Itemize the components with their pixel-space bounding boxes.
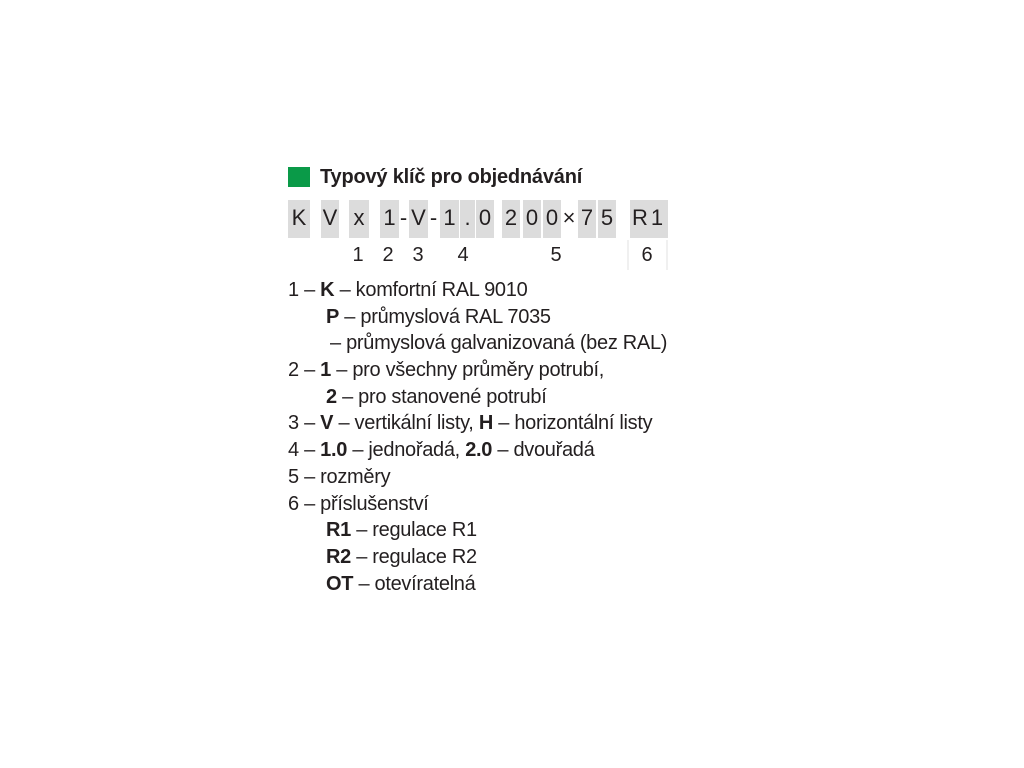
legend-code: OT	[326, 572, 354, 595]
code-char: 1	[380, 200, 399, 238]
legend-text: 6 – příslušenství	[288, 492, 429, 515]
legend-text: – pro všechny průměry potrubí,	[331, 359, 605, 382]
legend-line: 2 – pro stanovené potrubí	[288, 384, 667, 411]
legend-line: 1 – K – komfortní RAL 9010	[288, 277, 667, 304]
legend-text: 1 –	[288, 279, 321, 301]
code-char: -	[399, 205, 408, 230]
legend-code: H	[478, 412, 493, 435]
code-char: V	[321, 200, 339, 238]
code-char: 1	[440, 200, 459, 238]
legend-text: – průmyslová RAL 7035	[339, 305, 551, 328]
section-heading: Typový klíč pro objednávání	[288, 164, 582, 190]
legend-line: 2 – 1 – pro všechny průměry potrubí,	[288, 357, 667, 384]
code-char: 7	[578, 200, 596, 238]
legend-text: 5 – rozměry	[288, 465, 391, 488]
code-char: R1	[630, 200, 668, 238]
legend-text: – regulace R1	[350, 519, 477, 542]
code-char: 0	[523, 200, 541, 238]
position-number: 1	[352, 244, 364, 266]
legend-text: – otevíratelná	[353, 572, 476, 595]
legend-line: 5 – rozměry	[288, 464, 667, 491]
legend-code: 2	[326, 385, 337, 408]
position-number: 4	[457, 244, 469, 266]
legend-list: 1 – K – komfortní RAL 9010 P – průmyslová…	[288, 277, 667, 597]
legend-line: R2 – regulace R2	[288, 544, 667, 571]
code-char: K	[288, 200, 310, 238]
legend-line: 6 – příslušenství	[288, 491, 667, 518]
legend-line: R1 – regulace R1	[288, 517, 667, 544]
legend-line: 3 – V – vertikální listy, H – horizontál…	[288, 410, 667, 437]
legend-code: R2	[326, 545, 351, 568]
legend-text: – průmyslová galvanizovaná (bez RAL)	[330, 332, 668, 355]
position-number: 2	[382, 244, 394, 266]
legend-text: – regulace R2	[350, 545, 477, 568]
legend-text: 2 –	[288, 359, 321, 382]
legend-text: 3 –	[288, 412, 321, 435]
code-char: 2	[502, 200, 520, 238]
legend-text: – horizontální listy	[492, 412, 653, 435]
code-char: .	[460, 200, 475, 238]
page-title: Typový klíč pro objednávání	[320, 165, 583, 188]
legend-code: 1.0	[320, 439, 348, 462]
code-char: 0	[543, 200, 561, 238]
divider	[627, 240, 629, 270]
legend-text: – pro stanovené potrubí	[336, 385, 547, 408]
divider	[666, 240, 668, 270]
position-number: 3	[412, 244, 424, 266]
code-char: 0	[476, 200, 494, 238]
code-char: 5	[598, 200, 616, 238]
legend-line: OT – otevíratelná	[288, 571, 667, 598]
legend-code: R1	[326, 519, 351, 542]
legend-code: V	[320, 412, 334, 435]
legend-text: 4 –	[288, 439, 321, 462]
legend-text: – jednořadá,	[347, 439, 466, 462]
legend-code: 2.0	[465, 439, 493, 462]
position-number: 5	[550, 244, 562, 266]
position-number: 6	[641, 244, 653, 266]
code-char: ×	[562, 205, 576, 230]
code-char: V	[409, 200, 428, 238]
code-char: x	[349, 200, 369, 238]
legend-code: 1	[320, 359, 331, 382]
legend-code: K	[320, 279, 335, 301]
legend-code: P	[326, 305, 340, 328]
legend-line: 4 – 1.0 – jednořadá, 2.0 – dvouřadá	[288, 437, 667, 464]
legend-text: – dvouřadá	[492, 439, 595, 462]
green-square-icon	[288, 167, 310, 187]
legend-text: – komfortní RAL 9010	[334, 279, 528, 301]
legend-line: P – průmyslová RAL 7035	[288, 304, 667, 331]
legend-line: – průmyslová galvanizovaná (bez RAL)	[288, 330, 667, 357]
code-char: -	[429, 205, 438, 230]
legend-text: – vertikální listy,	[333, 412, 479, 435]
